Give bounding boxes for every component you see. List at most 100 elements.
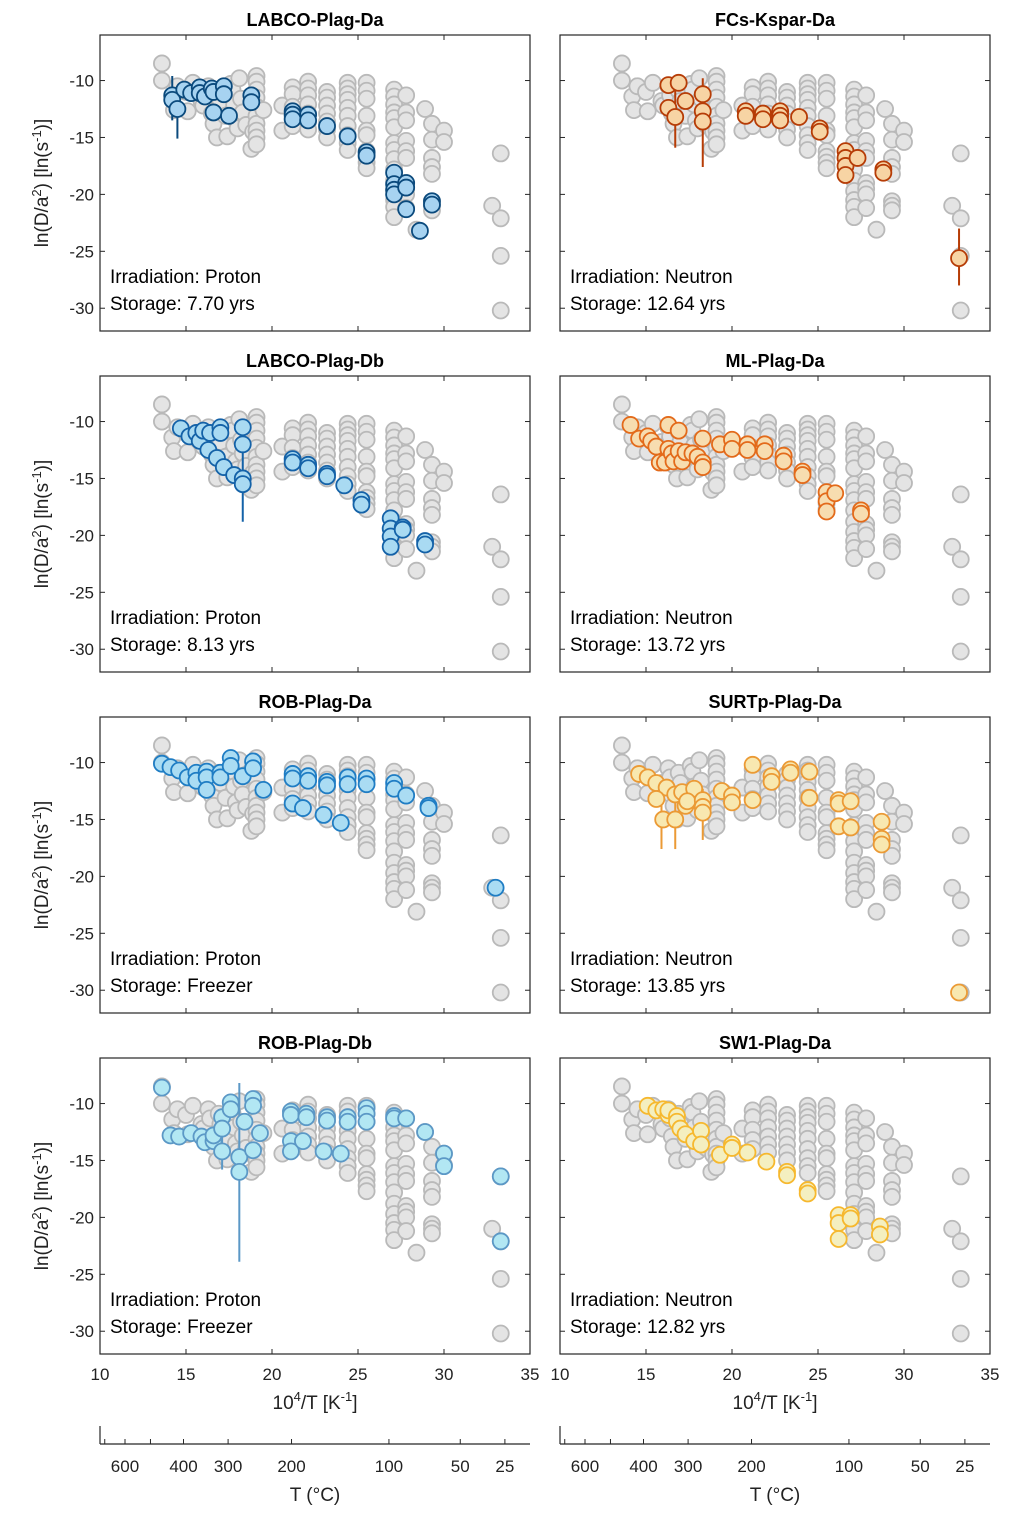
background-point <box>876 441 894 459</box>
data-point <box>743 791 762 810</box>
data-point <box>738 441 757 459</box>
background-point <box>153 412 171 431</box>
background-point <box>817 841 836 860</box>
storage-label: Storage: 13.85 yrs <box>570 976 725 997</box>
data-point <box>338 127 357 146</box>
background-point <box>247 817 266 836</box>
x-tick-label: 30 <box>435 1365 454 1384</box>
background-point <box>707 135 726 154</box>
data-point <box>213 1119 232 1138</box>
background-point <box>613 1077 631 1096</box>
panel-labco-plag-da: LABCO-Plag-Da -10 -15 -20 -25 -30 ln(D/a2) [ln… <box>29 10 531 332</box>
background-point <box>895 815 913 833</box>
storage-label: Storage: 8.13 yrs <box>110 635 255 656</box>
secondary-tick-label: 400 <box>169 1457 197 1476</box>
background-point <box>951 144 970 163</box>
axes-frame <box>99 1057 531 1355</box>
secondary-tick-label: 300 <box>674 1457 702 1476</box>
background-point <box>759 802 778 821</box>
data-point <box>736 106 755 125</box>
y-axis-label: ln(D/a2) [ln(s-1)] <box>29 801 53 930</box>
background-point <box>491 983 510 1002</box>
background-point <box>817 1129 836 1148</box>
panel-surtp-plag-da: SURTp-Plag-Da Irradiation: Neutron Storage… <box>559 692 991 1014</box>
data-point <box>790 108 808 126</box>
data-point <box>692 1135 710 1154</box>
background-point <box>857 1172 876 1190</box>
secondary-tick-label: 100 <box>835 1457 863 1476</box>
data-point <box>829 1230 848 1248</box>
background-point <box>867 1243 886 1262</box>
axes-frame <box>99 34 531 332</box>
data-point <box>826 484 845 503</box>
background-point <box>613 736 631 755</box>
data-point <box>793 466 812 484</box>
x-tick-label: 35 <box>521 1365 540 1384</box>
background-point <box>857 1109 876 1128</box>
background-point <box>951 301 970 320</box>
data-point <box>242 93 261 112</box>
background-point <box>491 550 510 569</box>
background-point <box>357 106 376 125</box>
data-point <box>352 495 371 514</box>
data-point <box>357 1112 376 1131</box>
y-axis-label: ln(D/a2) [ln(s-1)] <box>29 1142 53 1271</box>
y-tick-label: -20 <box>69 867 94 886</box>
background-point <box>613 753 631 772</box>
background-point <box>867 220 886 239</box>
data-point <box>314 1142 333 1161</box>
data-point <box>419 799 438 817</box>
background-point <box>778 810 796 829</box>
data-point <box>283 110 302 129</box>
background-point <box>397 111 416 130</box>
background-point <box>416 441 434 459</box>
data-point <box>762 772 781 791</box>
background-point <box>397 540 416 558</box>
panel-sw1-plag-da: SW1-Plag-Da Irradiation: Neutron Storage: … <box>551 1033 1000 1506</box>
data-point <box>723 1139 741 1157</box>
background-point <box>951 485 970 504</box>
y-tick-label: -15 <box>69 128 94 147</box>
data-point <box>299 459 318 478</box>
secondary-tick-label: 200 <box>737 1457 765 1476</box>
data-point <box>666 108 685 126</box>
data-point <box>669 421 688 440</box>
data-point <box>211 424 230 442</box>
data-point <box>331 813 350 832</box>
background-point <box>817 89 836 108</box>
data-point <box>693 112 712 131</box>
background-point <box>338 1164 357 1182</box>
background-point <box>423 846 441 865</box>
background-point <box>491 642 510 661</box>
data-point <box>381 537 400 556</box>
background-point <box>435 474 453 492</box>
background-point <box>491 1324 510 1343</box>
secondary-tick-label: 600 <box>571 1457 599 1476</box>
background-point <box>857 881 876 899</box>
background-point <box>951 209 970 228</box>
data-point <box>357 775 376 794</box>
background-point <box>883 542 901 561</box>
storage-label: Storage: 7.70 yrs <box>110 294 255 315</box>
panel-title: ROB-Plag-Da <box>258 692 372 712</box>
background-point <box>857 199 876 217</box>
background-point <box>857 540 876 558</box>
background-point <box>153 71 171 90</box>
background-point <box>613 395 631 414</box>
axes-frame <box>559 716 991 1014</box>
data-point <box>153 1078 171 1097</box>
background-point <box>857 452 876 471</box>
data-point <box>800 788 819 807</box>
y-tick-label: -20 <box>69 1208 94 1227</box>
data-point <box>251 1124 269 1143</box>
background-point <box>857 831 876 849</box>
storage-label: Storage: 12.82 yrs <box>570 1317 725 1338</box>
background-point <box>876 100 894 118</box>
background-point <box>183 1096 202 1115</box>
data-point <box>318 776 336 795</box>
plot-area <box>153 736 510 1002</box>
panel-title: SW1-Plag-Da <box>719 1033 832 1053</box>
storage-label: Storage: Freezer <box>110 976 253 997</box>
secondary-tick-label: 300 <box>214 1457 242 1476</box>
